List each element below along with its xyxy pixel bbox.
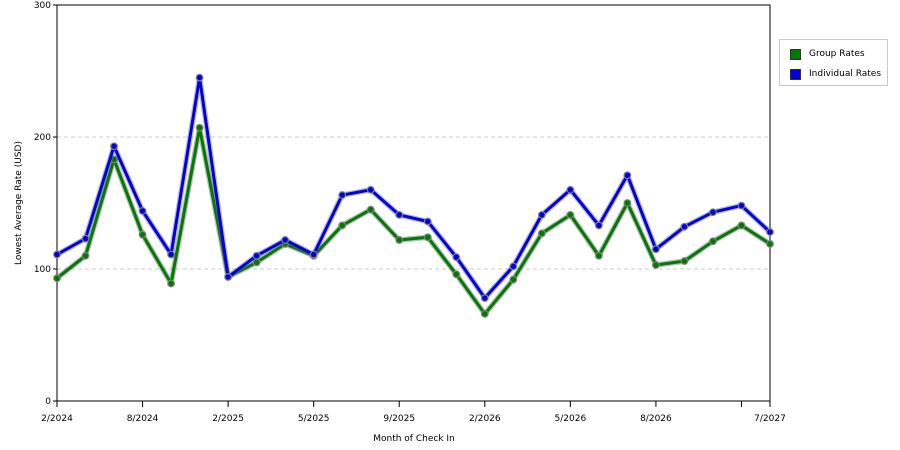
data-point-group-rates bbox=[737, 221, 746, 230]
data-point-individual-rates bbox=[594, 221, 603, 230]
data-point-individual-rates bbox=[366, 185, 375, 194]
data-point-group-rates bbox=[680, 257, 689, 265]
legend-label: Individual Rates bbox=[809, 69, 882, 79]
x-tick-label: 9/2025 bbox=[383, 414, 415, 424]
data-point-group-rates bbox=[53, 274, 61, 283]
data-point-group-rates bbox=[81, 251, 90, 260]
x-tick-label: 2/2026 bbox=[469, 414, 501, 424]
data-point-individual-rates bbox=[252, 251, 261, 260]
grid-lines bbox=[57, 136, 770, 270]
data-point-individual-rates bbox=[423, 217, 432, 226]
data-point-individual-rates bbox=[395, 210, 404, 219]
data-point-group-rates bbox=[566, 210, 575, 219]
data-point-group-rates bbox=[138, 230, 147, 239]
x-tick-label: 2/2025 bbox=[212, 414, 244, 424]
x-tick-label: 8/2024 bbox=[127, 414, 159, 424]
data-point-group-rates bbox=[452, 270, 461, 279]
series-lines bbox=[53, 73, 774, 318]
data-point-individual-rates bbox=[623, 171, 632, 180]
x-tick-label: 5/2026 bbox=[555, 414, 587, 424]
data-point-individual-rates bbox=[737, 201, 746, 210]
plot-area-frame bbox=[56, 4, 771, 402]
data-point-individual-rates bbox=[509, 262, 518, 271]
x-axis-title: Month of Check In bbox=[373, 434, 455, 444]
data-point-group-rates bbox=[537, 229, 546, 238]
data-point-individual-rates bbox=[766, 228, 774, 236]
data-point-group-rates bbox=[195, 123, 204, 132]
series-line-individual-rates bbox=[56, 76, 772, 300]
x-tick-label: 5/2025 bbox=[298, 414, 330, 424]
legend-label: Group Rates bbox=[809, 49, 865, 59]
data-point-individual-rates bbox=[53, 250, 61, 259]
data-point-individual-rates bbox=[224, 273, 233, 281]
y-tick-label: 200 bbox=[34, 133, 51, 143]
data-point-group-rates bbox=[652, 261, 660, 269]
x-tick-label: 2/2024 bbox=[41, 414, 73, 424]
data-point-group-rates bbox=[623, 199, 632, 207]
y-axis-title: Lowest Average Rate (USD) bbox=[14, 141, 24, 265]
legend-item-group-rates: Group Rates bbox=[790, 47, 865, 61]
data-point-individual-rates bbox=[81, 234, 90, 243]
data-point-group-rates bbox=[395, 236, 404, 244]
x-tick-label: 8/2026 bbox=[640, 414, 672, 424]
data-point-individual-rates bbox=[452, 253, 461, 262]
y-tick-label: 300 bbox=[34, 1, 51, 11]
data-point-individual-rates bbox=[167, 250, 175, 259]
data-point-individual-rates bbox=[309, 250, 318, 259]
data-point-group-rates bbox=[480, 309, 489, 318]
x-tick-label: 7/2027 bbox=[754, 414, 786, 424]
data-point-group-rates bbox=[766, 240, 774, 248]
y-tick-label: 0 bbox=[45, 397, 51, 407]
data-point-individual-rates bbox=[195, 73, 204, 82]
legend-swatch-blue bbox=[790, 68, 801, 80]
legend: Group Rates Individual Rates bbox=[779, 39, 888, 86]
data-point-group-rates bbox=[509, 275, 518, 284]
data-point-individual-rates bbox=[652, 245, 660, 254]
data-point-individual-rates bbox=[709, 208, 717, 217]
data-point-group-rates bbox=[338, 221, 347, 230]
data-point-individual-rates bbox=[338, 191, 347, 199]
data-point-group-rates bbox=[167, 279, 175, 288]
y-axis: 0 100 200 300 bbox=[34, 1, 57, 407]
data-point-group-rates bbox=[366, 205, 375, 214]
data-point-group-rates bbox=[594, 251, 603, 260]
data-point-individual-rates bbox=[110, 142, 118, 151]
data-point-individual-rates bbox=[480, 294, 489, 302]
data-point-individual-rates bbox=[566, 185, 575, 194]
data-point-group-rates bbox=[423, 233, 432, 242]
x-axis: 2/2024 8/2024 2/2025 5/2025 9/2025 2/2026 5/20… bbox=[41, 401, 786, 424]
series-line-group-rates bbox=[56, 126, 771, 316]
legend-item-individual-rates: Individual Rates bbox=[790, 67, 881, 81]
data-point-individual-rates bbox=[281, 236, 290, 244]
data-point-individual-rates bbox=[537, 210, 546, 219]
data-point-individual-rates bbox=[138, 207, 147, 215]
data-point-individual-rates bbox=[680, 222, 689, 231]
data-point-group-rates bbox=[709, 237, 717, 246]
y-tick-label: 100 bbox=[34, 265, 51, 275]
legend-swatch-green bbox=[790, 48, 801, 60]
